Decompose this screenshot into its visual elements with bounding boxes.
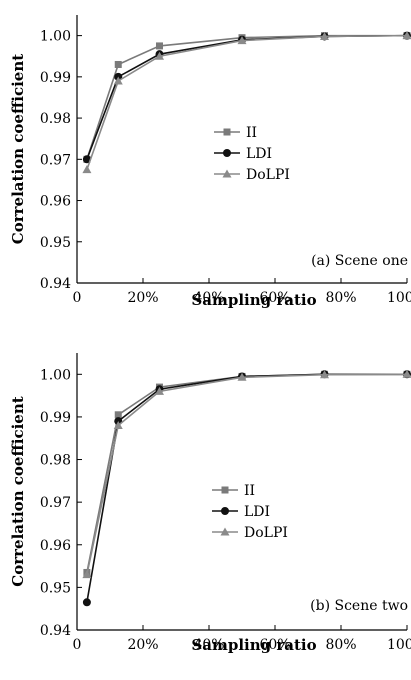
data-point-dolpi: [320, 370, 329, 379]
x-tick-label: 100%: [387, 637, 411, 653]
y-tick-label: 0.95: [40, 235, 71, 251]
data-point-ii: [114, 411, 122, 419]
panel-caption: (b) Scene two: [310, 598, 408, 614]
y-tick-label: 0.99: [40, 410, 71, 426]
data-point-dolpi: [155, 386, 164, 395]
x-tick-label: 80%: [325, 290, 356, 306]
x-axis-title: Sampling ratio: [191, 636, 316, 654]
data-point-dolpi: [113, 76, 123, 85]
data-point-dolpi: [113, 420, 123, 429]
y-tick-label: 0.94: [40, 276, 71, 292]
data-point-ldi: [82, 155, 91, 164]
chart-panel-a: 0.94 0.95 0.96 0.97 0.98 0.99 1.00 0 20% 40% 60% 80…: [9, 15, 411, 309]
x-tick-label: 60%: [259, 290, 290, 306]
data-point-ii: [114, 60, 122, 68]
x-tick-label: 60%: [259, 637, 290, 653]
data-point-dolpi: [320, 31, 329, 40]
series-line-ii: [86, 373, 407, 573]
legend-label-ldi: LDI: [244, 504, 270, 520]
y-tick-label: 0.98: [40, 453, 71, 469]
x-tick-label: 100%: [387, 290, 411, 306]
legend-label-ldi: LDI: [246, 146, 272, 162]
x-tick-label: 20%: [127, 290, 158, 306]
legend-marker-ldi: [223, 149, 231, 157]
legend-label-ii: II: [244, 483, 255, 499]
y-tick-label: 0.95: [40, 580, 71, 596]
data-point-dolpi: [237, 36, 247, 45]
legend: II LDI DoLPI: [214, 125, 290, 183]
y-tick-label: 0.99: [40, 70, 71, 86]
chart-panel-b: 0.94 0.95 0.96 0.97 0.98 0.99 1.00 0 20% 40% 60% 80…: [9, 353, 411, 654]
y-tick-label: 0.97: [40, 495, 71, 511]
data-point-dolpi: [155, 51, 164, 60]
x-tick-label: 0: [73, 637, 82, 653]
series-line-dolpi: [86, 34, 408, 170]
legend-label-ii: II: [246, 125, 257, 141]
data-point-dolpi: [402, 31, 411, 40]
y-tick-label: 1.00: [40, 29, 71, 45]
y-axis-title: Correlation coefficient: [9, 396, 27, 586]
y-tick-label: 0.97: [40, 152, 71, 168]
y-tick-label: 1.00: [40, 367, 71, 383]
x-tick-label: 80%: [325, 637, 356, 653]
x-tick-label: 0: [73, 290, 82, 306]
y-axis-title: Correlation coefficient: [9, 54, 27, 244]
x-axis-title: Sampling ratio: [191, 291, 316, 309]
y-tick-label: 0.94: [40, 623, 71, 639]
panel-caption: (a) Scene one: [311, 253, 408, 269]
data-point-dolpi: [402, 369, 411, 378]
data-point-dolpi: [82, 570, 92, 579]
legend-marker-dolpi: [222, 169, 232, 178]
x-tick-label: 40%: [193, 290, 224, 306]
y-tick-label: 0.96: [40, 538, 71, 554]
legend-marker-ldi: [221, 507, 229, 515]
series-line-dolpi: [86, 373, 408, 575]
y-tick-label: 0.96: [40, 194, 71, 210]
data-point-dolpi: [82, 165, 92, 174]
legend-label-dolpi: DoLPI: [246, 167, 290, 183]
data-point-ii: [156, 42, 163, 50]
y-tick-label: 0.98: [40, 111, 71, 127]
data-point-dolpi: [237, 372, 247, 381]
data-point-ldi: [82, 598, 91, 607]
legend-marker-ii: [223, 128, 231, 136]
legend-marker-dolpi: [220, 527, 230, 536]
x-tick-label: 20%: [127, 637, 158, 653]
legend: II LDI DoLPI: [212, 483, 288, 541]
legend-label-dolpi: DoLPI: [244, 525, 288, 541]
legend-marker-ii: [221, 486, 229, 494]
x-tick-label: 40%: [193, 637, 224, 653]
